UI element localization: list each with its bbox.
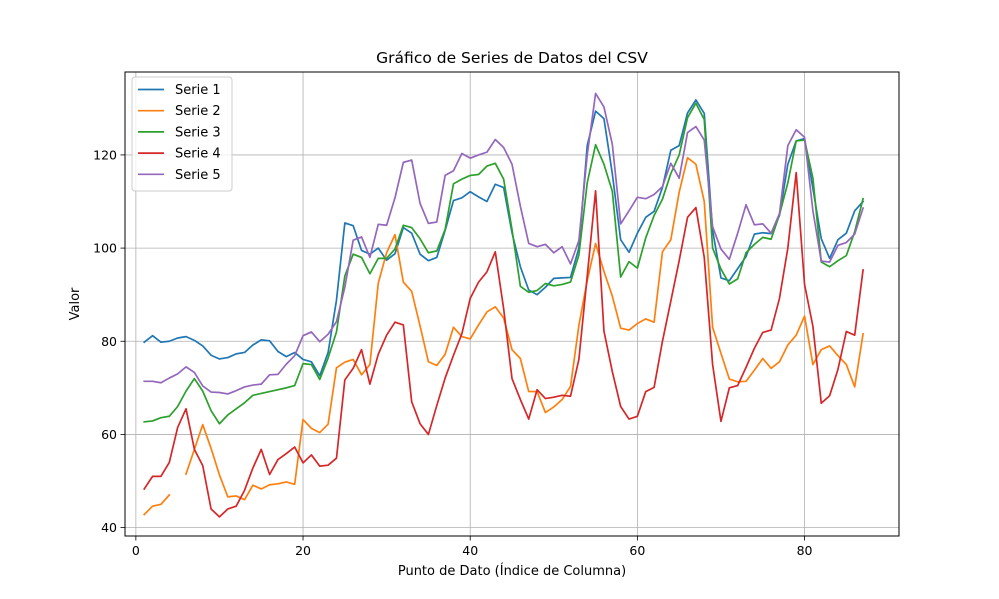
x-tick-label: 0 (132, 543, 140, 558)
legend[interactable]: Serie 1 Serie 2 Serie 3 Serie 4 Serie 5 (131, 76, 233, 192)
y-tick-label: 60 (101, 427, 117, 442)
legend-entry-1[interactable]: Serie 1 (175, 83, 221, 98)
x-tick-label: 40 (462, 543, 478, 558)
legend-entry-3[interactable]: Serie 3 (175, 125, 221, 140)
series-line-5 (143, 92, 865, 395)
x-tick-label: 80 (797, 543, 813, 558)
series-line-2 (143, 156, 865, 516)
y-tick-label: 100 (93, 241, 117, 256)
chart-title: Gráfico de Series de Datos del CSV (376, 49, 648, 67)
x-axis-title: Punto de Dato (Índice de Columna) (398, 563, 626, 579)
legend-entry-5[interactable]: Serie 5 (175, 168, 221, 183)
grid (125, 72, 899, 536)
y-tick-label: 40 (101, 520, 117, 535)
x-tick-label: 20 (295, 543, 311, 558)
axis-ticks: 0 20 40 60 80 40 60 80 100 120 (93, 147, 812, 558)
legend-entry-4[interactable]: Serie 4 (175, 147, 221, 162)
y-axis-title: Valor (68, 287, 83, 320)
series-lines (143, 92, 865, 518)
legend-box (131, 76, 233, 192)
x-tick-label: 60 (629, 543, 645, 558)
series-line-4 (143, 171, 865, 518)
series-line-3 (143, 102, 865, 425)
y-tick-label: 80 (101, 334, 117, 349)
legend-entry-2[interactable]: Serie 2 (175, 104, 221, 119)
y-tick-label: 120 (93, 147, 117, 162)
plot-frame (124, 71, 900, 537)
